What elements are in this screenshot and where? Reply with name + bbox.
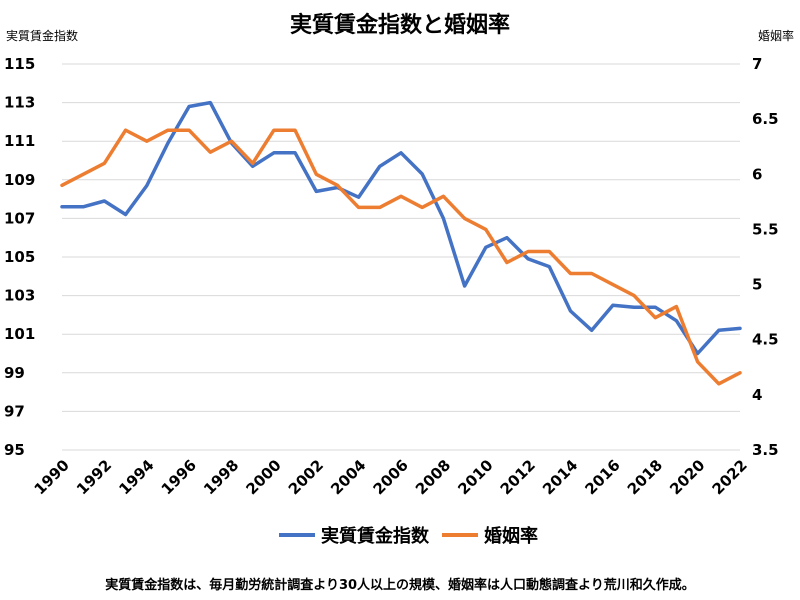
x-tick-label: 2016 — [581, 456, 623, 498]
footnote: 実質賃金指数は、毎月勤労統計調査より30人以上の規模、婚姻率は人口動態調査より荒… — [105, 577, 695, 593]
right-axis-label: 婚姻率 — [758, 28, 794, 43]
left-y-tick-label: 97 — [4, 402, 25, 420]
legend: 実質賃金指数 婚姻率 — [279, 525, 538, 547]
right-y-tick-label: 5.5 — [752, 220, 779, 238]
right-y-tick-label: 5 — [752, 276, 762, 294]
series-lines — [60, 100, 742, 386]
x-tick-label: 2006 — [370, 456, 412, 498]
x-tick-label: 2000 — [242, 456, 284, 498]
left-y-tick-label: 107 — [4, 209, 35, 227]
right-y-tick-label: 4 — [752, 386, 762, 404]
left-y-tick-label: 105 — [4, 248, 35, 266]
gridlines — [62, 63, 740, 451]
left-y-tick-label: 101 — [4, 325, 35, 343]
left-axis-label: 実質賃金指数 — [6, 28, 78, 43]
x-tick-label: 2002 — [285, 456, 327, 498]
left-y-tick-label: 115 — [4, 55, 35, 73]
left-y-tick-label: 109 — [4, 171, 35, 189]
x-tick-label: 1996 — [158, 456, 200, 498]
x-tick-label: 2008 — [412, 456, 454, 498]
left-y-tick-label: 103 — [4, 287, 35, 305]
right-y-tick-label: 4.5 — [752, 331, 779, 349]
x-tick-label: 2014 — [539, 456, 581, 498]
series-line-wage-index — [60, 100, 742, 356]
x-tick-label: 2020 — [666, 456, 708, 498]
legend-label-marriage: 婚姻率 — [484, 525, 538, 547]
left-y-tick-label: 95 — [4, 441, 25, 459]
x-tick-label: 1990 — [31, 456, 73, 498]
left-y-tick-label: 99 — [4, 364, 25, 382]
x-tick-label: 2004 — [327, 456, 369, 498]
right-y-tick-label: 7 — [752, 55, 762, 73]
x-tick-label: 1992 — [73, 456, 115, 498]
right-y-ticks: 3.5 4 4.5 5 5.5 6 6.5 7 — [752, 55, 779, 459]
x-tick-label: 2022 — [709, 456, 751, 498]
x-ticks: 1990 1992 1994 1996 1998 2000 2002 2004 2006 2008… — [31, 456, 751, 498]
chart-title: 実質賃金指数と婚姻率 — [290, 12, 510, 38]
x-tick-label: 2010 — [454, 456, 496, 498]
x-tick-label: 2012 — [497, 456, 539, 498]
legend-label-wage: 実質賃金指数 — [321, 525, 430, 547]
right-y-tick-label: 6.5 — [752, 110, 779, 128]
x-tick-label: 2018 — [624, 456, 666, 498]
left-y-tick-label: 111 — [4, 132, 35, 150]
right-y-tick-label: 6 — [752, 165, 762, 183]
right-y-tick-label: 3.5 — [752, 441, 779, 459]
series-line-marriage-rate — [60, 128, 742, 386]
x-tick-label: 1994 — [115, 456, 157, 498]
x-tick-label: 1998 — [200, 456, 242, 498]
left-y-ticks: 95 97 99 101 103 105 107 109 111 113 115 — [4, 55, 35, 459]
left-y-tick-label: 113 — [4, 94, 35, 112]
